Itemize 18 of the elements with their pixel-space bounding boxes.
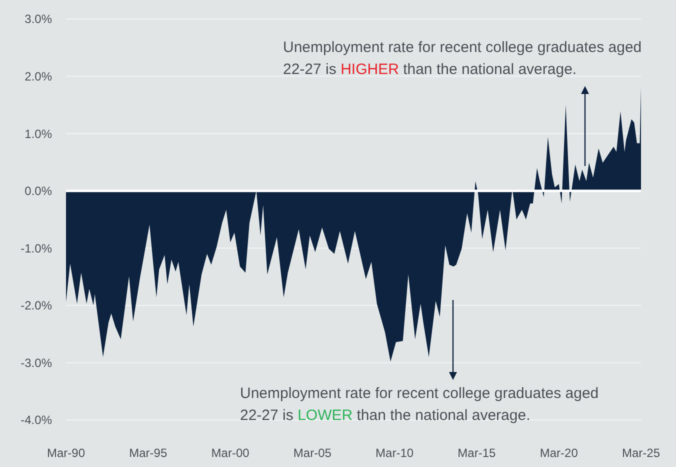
text: Unemployment rate for recent college graduates aged 22-27 is LOWER than the national average.	[240, 385, 599, 424]
x-tick-label: Mar-05	[293, 446, 332, 460]
x-tick-label: Mar-00	[211, 446, 250, 460]
x-tick-label: Mar-20	[540, 446, 578, 460]
y-tick-label: 3.0%	[24, 12, 52, 26]
x-tick-label: Mar-90	[46, 446, 86, 460]
y-tick-label: -2.0%	[20, 298, 52, 313]
y-tick-label: -4.0%	[20, 413, 52, 428]
y-tick-label: 1.0%	[24, 126, 52, 141]
text: Unemployment rate for recent college graduates aged 22-27 is HIGHER than the national average.	[283, 39, 642, 78]
y-tick-label: -1.0%	[20, 241, 52, 256]
x-tick-label: Mar-25	[622, 446, 660, 460]
y-tick-label: -3.0%	[20, 356, 52, 370]
x-tick-label: Mar-15	[458, 446, 496, 460]
y-tick-label: 2.0%	[24, 69, 52, 84]
x-tick-label: Mar-95	[129, 446, 168, 460]
x-tick-label: Mar-10	[376, 446, 414, 460]
y-tick-label: 0.0%	[24, 184, 52, 198]
